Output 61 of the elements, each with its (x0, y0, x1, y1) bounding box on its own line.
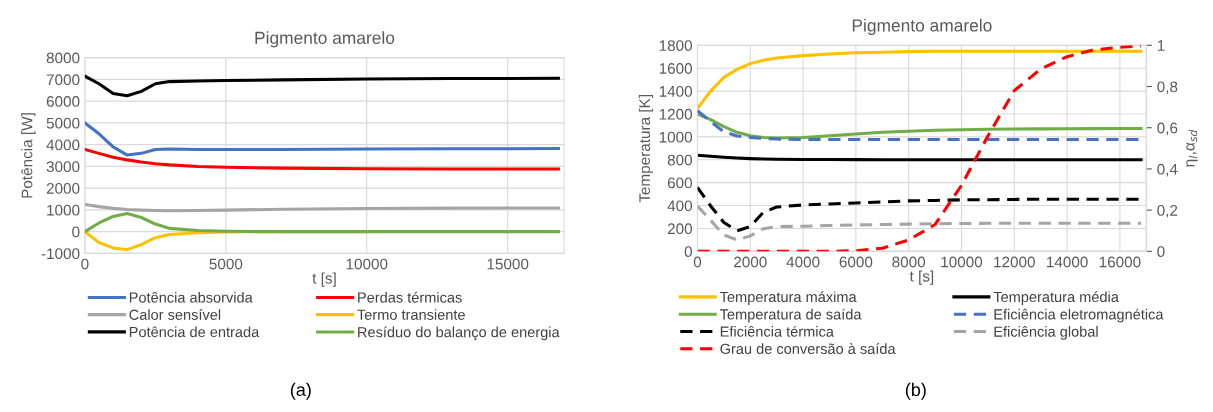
y-axis-title: Potência [W] (21, 113, 36, 198)
x-tick-label: 6000 (839, 256, 873, 268)
legend-label: Eficiência global (994, 326, 1098, 340)
x-tick-label: 0 (81, 258, 89, 270)
y-tick-label: 3000 (46, 161, 80, 173)
y-tick-label: 6000 (46, 96, 80, 107)
y2-tick-label: 0,2 (1157, 204, 1178, 218)
x-tick-label: 12000 (994, 256, 1035, 268)
x-tick-label: 10000 (346, 258, 388, 270)
y-tick-label: 800 (667, 154, 693, 166)
legend-label: Temperatura máxima (719, 291, 857, 305)
y-tick-label: 0 (72, 226, 80, 238)
legend-label: Eficiência eletromagnética (994, 308, 1164, 323)
y-tick-label: 8000 (46, 52, 80, 64)
y-tick-label: 1400 (659, 85, 693, 97)
y2-axis-title: η$_{l}$,α$_{sd}$ (1186, 129, 1198, 167)
x-tick-label: 5000 (209, 258, 243, 270)
legend-label: Eficiência térmica (720, 325, 834, 337)
y-tick-label: 400 (667, 200, 693, 212)
legend-label: Calor sensível (129, 309, 221, 320)
x-tick-label: 15000 (487, 258, 529, 270)
y-tick-label: 2000 (46, 183, 80, 194)
legend-label: Potência de entrada (129, 326, 260, 338)
legend-label: Temperatura de saída (719, 308, 862, 323)
y-tick-label: 4000 (46, 139, 80, 151)
text: (a) (290, 382, 311, 400)
x-tick-label: 16000 (1099, 256, 1141, 268)
y2-tick-label: 0,8 (1157, 81, 1178, 95)
legend-label: Perdas térmicas (358, 291, 462, 303)
legend-label: Temperatura média (993, 291, 1119, 305)
chart-title: Pigmento amarelo (852, 18, 992, 36)
y-tick-label: 7000 (46, 74, 80, 86)
y2-tick-label: 0,4 (1157, 163, 1178, 177)
legend-label: Resíduo do balanço de energia (358, 326, 560, 341)
y2-tick-label: 1 (1157, 40, 1165, 51)
x-tick-label: 4000 (786, 256, 820, 268)
y-axis-title: Temperatura [K] (638, 95, 654, 203)
x-axis-title: t [s] (312, 272, 336, 287)
y-tick-label: 1000 (47, 204, 80, 216)
x-tick-label: 2000 (734, 256, 767, 268)
x-tick-label: 8000 (892, 256, 926, 268)
y2-tick-label: 0,6 (1157, 122, 1178, 136)
y-tick-label: 200 (667, 223, 693, 235)
text: (b) (905, 382, 926, 400)
y-tick-label: 0 (684, 246, 693, 258)
chart-title: Pigmento amarelo (255, 31, 395, 48)
x-axis-title: t [s] (909, 270, 934, 285)
y-tick-label: 1000 (659, 131, 693, 143)
y-tick-label: 5000 (46, 117, 80, 129)
y2-tick-label: 0 (1157, 246, 1165, 258)
x-tick-label: 10000 (941, 256, 983, 268)
y-tick-label: 1800 (659, 40, 693, 52)
legend-label: Grau de conversão à saída (720, 343, 896, 354)
y-tick-label: 1600 (659, 63, 693, 74)
x-tick-label: 14000 (1047, 256, 1088, 268)
y-tick-label: 600 (667, 177, 693, 189)
legend-label: Termo transiente (357, 309, 465, 320)
x-tick-label: 0 (693, 256, 702, 268)
y-tick-label: 1200 (659, 108, 693, 120)
legend-label: Potência absorvida (129, 291, 253, 303)
y-tick-label: -1000 (41, 248, 80, 260)
